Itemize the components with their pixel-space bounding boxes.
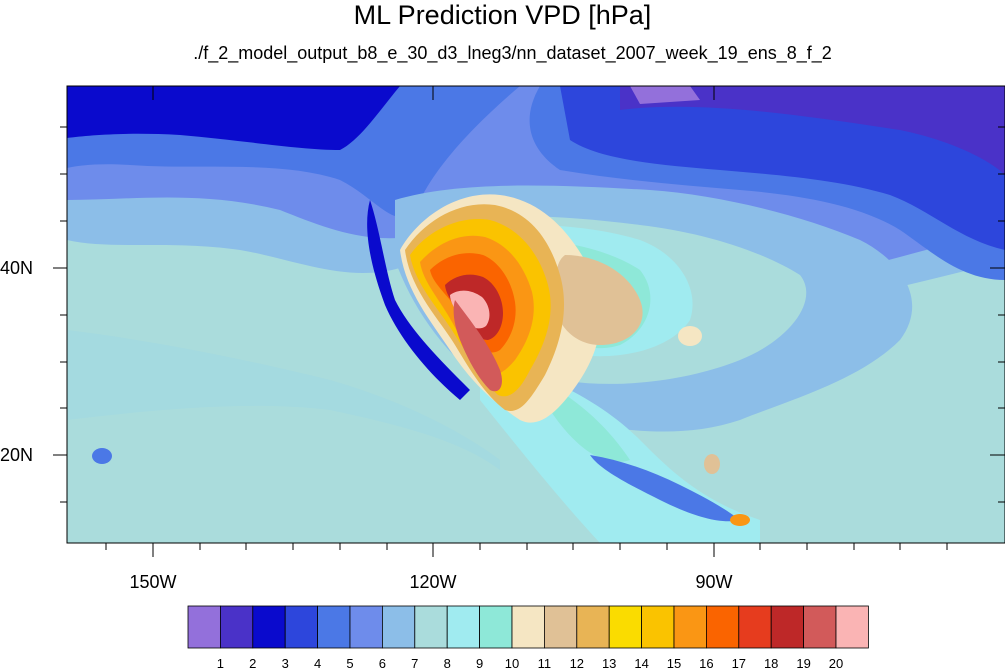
colorbar-label: 20 bbox=[828, 656, 844, 671]
colorbar-swatch bbox=[803, 605, 837, 649]
colorbar-label: 7 bbox=[411, 656, 419, 671]
colorbar-swatch bbox=[284, 605, 319, 649]
colorbar-label: 4 bbox=[313, 656, 322, 671]
colorbar-label: 14 bbox=[634, 656, 649, 671]
colorbar-swatch bbox=[187, 605, 221, 649]
colorbar-label: 9 bbox=[475, 656, 484, 671]
colorbar-swatch bbox=[641, 605, 675, 649]
colorbar-label: 8 bbox=[443, 656, 451, 671]
colorbar-label: 5 bbox=[346, 656, 354, 671]
colorbar-swatch bbox=[446, 605, 481, 649]
colorbar-label: 16 bbox=[699, 656, 714, 671]
colorbar-swatch bbox=[414, 605, 448, 649]
plot-subtitle: ./f_2_model_output_b8_e_30_d3_lneg3/nn_d… bbox=[193, 43, 832, 63]
lon-ticks bbox=[105, 86, 948, 557]
colorbar-label: 10 bbox=[504, 656, 520, 671]
contour-field bbox=[67, 86, 1005, 543]
colorbar-label: 1 bbox=[216, 656, 225, 671]
lat-label-40n: 40N bbox=[0, 258, 34, 278]
lon-label-120w: 120W bbox=[409, 572, 457, 592]
colorbar-swatch bbox=[544, 605, 578, 649]
colorbar-label: 15 bbox=[666, 656, 682, 671]
colorbar-swatch bbox=[706, 605, 740, 649]
colorbar-swatch bbox=[576, 605, 610, 649]
colorbar-label: 3 bbox=[281, 656, 289, 671]
colorbar-swatch bbox=[511, 605, 545, 649]
colorbar-label: 19 bbox=[796, 656, 811, 671]
colorbar-label: 13 bbox=[601, 656, 617, 671]
colorbar-label: 12 bbox=[569, 656, 585, 671]
colorbar-label: 17 bbox=[731, 656, 747, 671]
colorbar bbox=[187, 605, 869, 649]
colorbar-swatch bbox=[479, 605, 513, 649]
colorbar-label: 11 bbox=[537, 656, 552, 671]
colorbar-swatch bbox=[608, 605, 643, 649]
colorbar-label: 6 bbox=[378, 656, 387, 671]
colorbar-swatch bbox=[835, 605, 869, 649]
colorbar-swatch bbox=[738, 605, 772, 649]
lon-label-150w: 150W bbox=[129, 572, 177, 592]
colorbar-swatch bbox=[673, 605, 707, 649]
colorbar-swatch bbox=[770, 605, 805, 649]
colorbar-label: 18 bbox=[763, 656, 779, 671]
colorbar-swatch bbox=[252, 605, 286, 649]
plot-title: ML Prediction VPD [hPa] bbox=[353, 0, 652, 30]
colorbar-swatch bbox=[381, 605, 416, 649]
colorbar-swatch bbox=[317, 605, 351, 649]
lon-label-90w: 90W bbox=[695, 572, 733, 592]
lat-label-20n: 20N bbox=[0, 445, 34, 465]
colorbar-swatch bbox=[219, 605, 254, 649]
colorbar-label: 2 bbox=[249, 656, 257, 671]
colorbar-swatch bbox=[349, 605, 383, 649]
lat-ticks bbox=[53, 126, 1005, 503]
